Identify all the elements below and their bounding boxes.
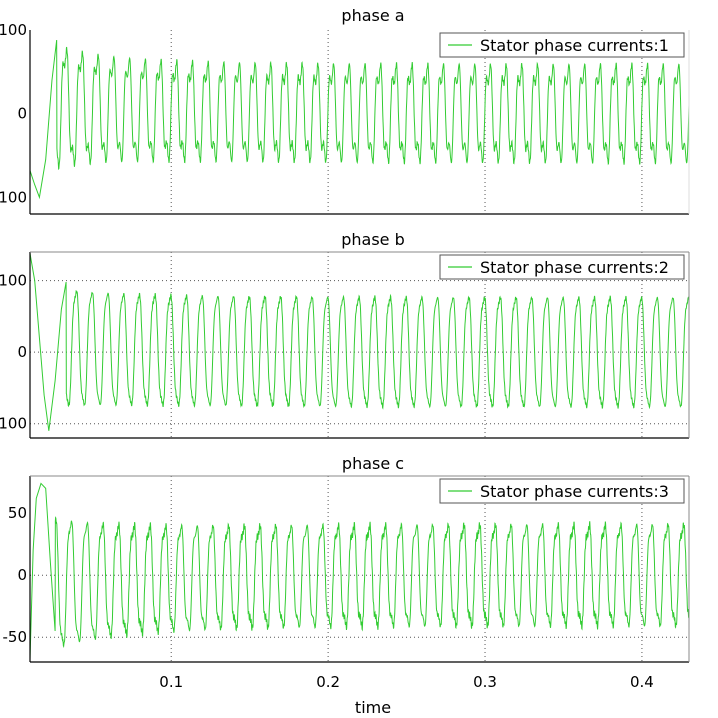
x-tick-label: 0.1 (159, 673, 183, 691)
axes (29, 30, 690, 215)
y-ticks: 100 0 -100 (0, 272, 27, 433)
plot-area (29, 253, 690, 431)
y-tick-label: 0 (17, 343, 27, 361)
x-tick-label: 0.2 (316, 673, 340, 691)
legend-label: Stator phase currents:3 (480, 482, 669, 501)
x-tick-label: 0.3 (473, 673, 497, 691)
x-ticks: 0.1 0.2 0.3 0.4 (159, 673, 654, 691)
legend: Stator phase currents:1 (439, 32, 685, 58)
legend: Stator phase currents:2 (439, 254, 685, 280)
y-ticks: 100 0 -100 (0, 21, 27, 206)
grid (30, 252, 689, 438)
axes (29, 475, 690, 663)
legend-box (439, 254, 685, 280)
y-tick-label: 100 (0, 272, 27, 290)
y-ticks: 50 0 -50 (3, 504, 28, 646)
legend-label: Stator phase currents:1 (480, 36, 669, 55)
panel-phase-a: phase a 100 0 -100 Stator phase currents:1 (0, 6, 690, 215)
panel-title: phase b (341, 230, 405, 249)
y-tick-label: -100 (0, 188, 27, 206)
series-line (29, 39, 690, 200)
y-tick-label: -100 (0, 415, 27, 433)
grid (30, 476, 689, 662)
panel-phase-b: phase b 100 0 -100 Stator phase currents:2 (0, 230, 690, 439)
legend-label: Stator phase currents:2 (480, 258, 669, 277)
y-tick-label: 100 (0, 21, 27, 39)
x-tick-label: 0.4 (630, 673, 654, 691)
axes (29, 251, 690, 439)
series-line (29, 482, 690, 660)
y-tick-label: 0 (17, 566, 27, 584)
x-axis-label: time (355, 698, 391, 717)
y-tick-label: -50 (3, 628, 28, 646)
series-line (29, 253, 690, 431)
y-tick-label: 50 (8, 504, 27, 522)
plot-area (29, 39, 690, 200)
legend-box (439, 478, 685, 504)
panel-title: phase a (341, 6, 404, 25)
panel-phase-c: phase c 50 0 -50 0.1 0.2 0.3 0.4 Stator phase… (3, 454, 690, 691)
panel-title: phase c (342, 454, 404, 473)
legend-box (439, 32, 685, 58)
y-tick-label: 0 (17, 105, 27, 123)
legend: Stator phase currents:3 (439, 478, 685, 504)
plot-area (29, 482, 690, 660)
